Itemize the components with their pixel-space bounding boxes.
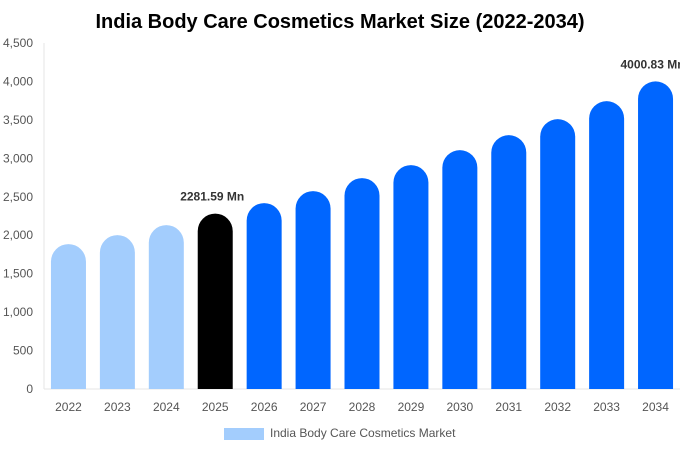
x-tick-label: 2028 [349,400,376,414]
x-tick-label: 2026 [251,400,278,414]
legend-swatch [224,428,264,440]
bar-2027[interactable] [295,191,331,389]
x-tick-label: 2024 [153,400,180,414]
y-tick-label: 3,500 [3,113,33,127]
bar-2025[interactable] [197,213,233,389]
bar-2029[interactable] [393,165,429,389]
x-tick-label: 2025 [202,400,229,414]
x-tick-label: 2033 [593,400,620,414]
bar-2030[interactable] [442,150,478,389]
y-tick-label: 2,500 [3,190,33,204]
bar-2024[interactable] [148,225,184,389]
bar-2028[interactable] [344,178,380,389]
y-tick-label: 0 [26,382,33,396]
y-tick-label: 2,000 [3,228,33,242]
bar-2034[interactable] [638,81,674,390]
legend: India Body Care Cosmetics Market [224,426,456,440]
x-tick-label: 2031 [495,400,522,414]
bar-2033[interactable] [589,101,625,390]
x-tick-label: 2034 [642,400,669,414]
x-tick-label: 2029 [398,400,425,414]
chart-title: India Body Care Cosmetics Market Size (2… [95,11,584,33]
y-tick-label: 500 [13,344,33,358]
bar-2026[interactable] [246,203,282,389]
x-tick-label: 2027 [300,400,327,414]
y-tick-label: 3,000 [3,151,33,165]
y-tick-label: 1,500 [3,267,33,281]
x-tick-label: 2032 [544,400,571,414]
legend-label: India Body Care Cosmetics Market [270,426,456,440]
x-tick-label: 2023 [104,400,131,414]
bar-2031[interactable] [491,135,527,389]
data-label: 4000.83 Mn [621,57,680,71]
data-label: 2281.59 Mn [180,190,244,204]
bar-2022[interactable] [50,244,86,389]
y-tick-label: 1,000 [3,305,33,319]
y-tick-label: 4,500 [3,36,33,50]
y-tick-label: 4,000 [3,74,33,88]
bar-2032[interactable] [540,119,576,390]
x-tick-label: 2022 [55,400,82,414]
bar-2023[interactable] [99,235,135,389]
x-tick-label: 2030 [446,400,473,414]
